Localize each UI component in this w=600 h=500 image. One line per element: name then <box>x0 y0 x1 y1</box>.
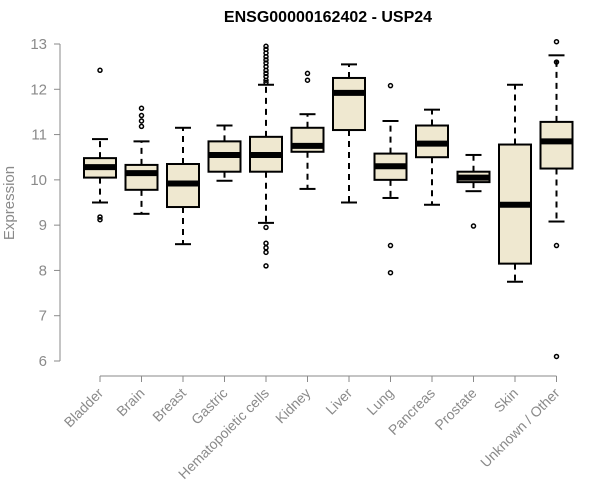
box-group <box>456 153 491 229</box>
outlier-point <box>138 105 145 112</box>
y-tick-label: 13 <box>30 36 47 53</box>
outlier-point <box>263 263 269 269</box>
outlier-point <box>304 70 311 77</box>
outlier-point <box>387 242 394 249</box>
y-tick-label: 6 <box>39 353 47 370</box>
outlier-point <box>553 242 560 249</box>
outlier-point <box>97 216 103 223</box>
outlier-point <box>263 70 269 77</box>
outlier-point <box>263 79 269 86</box>
outlier-point <box>263 43 269 50</box>
outlier-point <box>263 53 269 60</box>
box-iqr <box>124 163 159 191</box>
chart-title: ENSG00000162402 - USP24 <box>224 9 432 26</box>
box-group <box>332 63 366 204</box>
y-axis-label: Expression <box>1 166 18 240</box>
outlier-point <box>263 245 269 251</box>
outlier-point <box>553 353 560 360</box>
box-group <box>539 38 574 360</box>
outlier-point <box>263 224 269 231</box>
outlier-point <box>97 67 103 74</box>
outlier-point <box>263 249 269 256</box>
boxes <box>83 38 574 360</box>
x-tick-label: Skin <box>491 385 522 416</box>
x-tick-label: Unknown / Other <box>477 385 563 471</box>
box-group <box>415 108 449 206</box>
outlier-point <box>263 77 269 83</box>
outlier-point <box>470 223 477 229</box>
x-tick-label: Prostate <box>431 385 479 433</box>
outlier-point <box>553 38 560 45</box>
outlier-point <box>263 67 269 74</box>
box-group <box>166 126 200 246</box>
box-group <box>207 124 242 182</box>
outlier-point <box>138 118 145 124</box>
box-group <box>498 83 532 283</box>
outlier-point <box>387 82 394 89</box>
y-tick-label: 9 <box>39 217 47 234</box>
box-group <box>124 105 159 215</box>
x-tick-label: Kidney <box>272 385 314 427</box>
box-group <box>373 82 408 276</box>
x-tick-label: Bladder <box>61 385 107 431</box>
box-group <box>249 43 283 269</box>
y-tick-label: 8 <box>39 262 47 279</box>
y-tick-label: 10 <box>30 172 47 189</box>
x-tick-label: Breast <box>149 385 189 425</box>
y-tick-label: 7 <box>39 308 47 325</box>
box-iqr <box>539 120 574 170</box>
outlier-point <box>553 59 560 65</box>
box-group <box>290 70 325 190</box>
box-group <box>83 67 117 223</box>
y-tick-label: 12 <box>30 81 47 98</box>
outlier-point <box>304 77 311 83</box>
y-tick-label: 11 <box>31 127 47 144</box>
x-tick-label: Lung <box>363 385 396 418</box>
x-tick-label: Brain <box>113 385 147 419</box>
outlier-point <box>138 112 145 119</box>
outlier-point <box>97 214 103 220</box>
x-tick-label: Liver <box>322 385 355 418</box>
outlier-point <box>263 57 269 63</box>
outlier-point <box>387 269 394 276</box>
box-iqr <box>332 76 366 132</box>
outlier-point <box>263 240 269 247</box>
outlier-point <box>138 123 145 130</box>
